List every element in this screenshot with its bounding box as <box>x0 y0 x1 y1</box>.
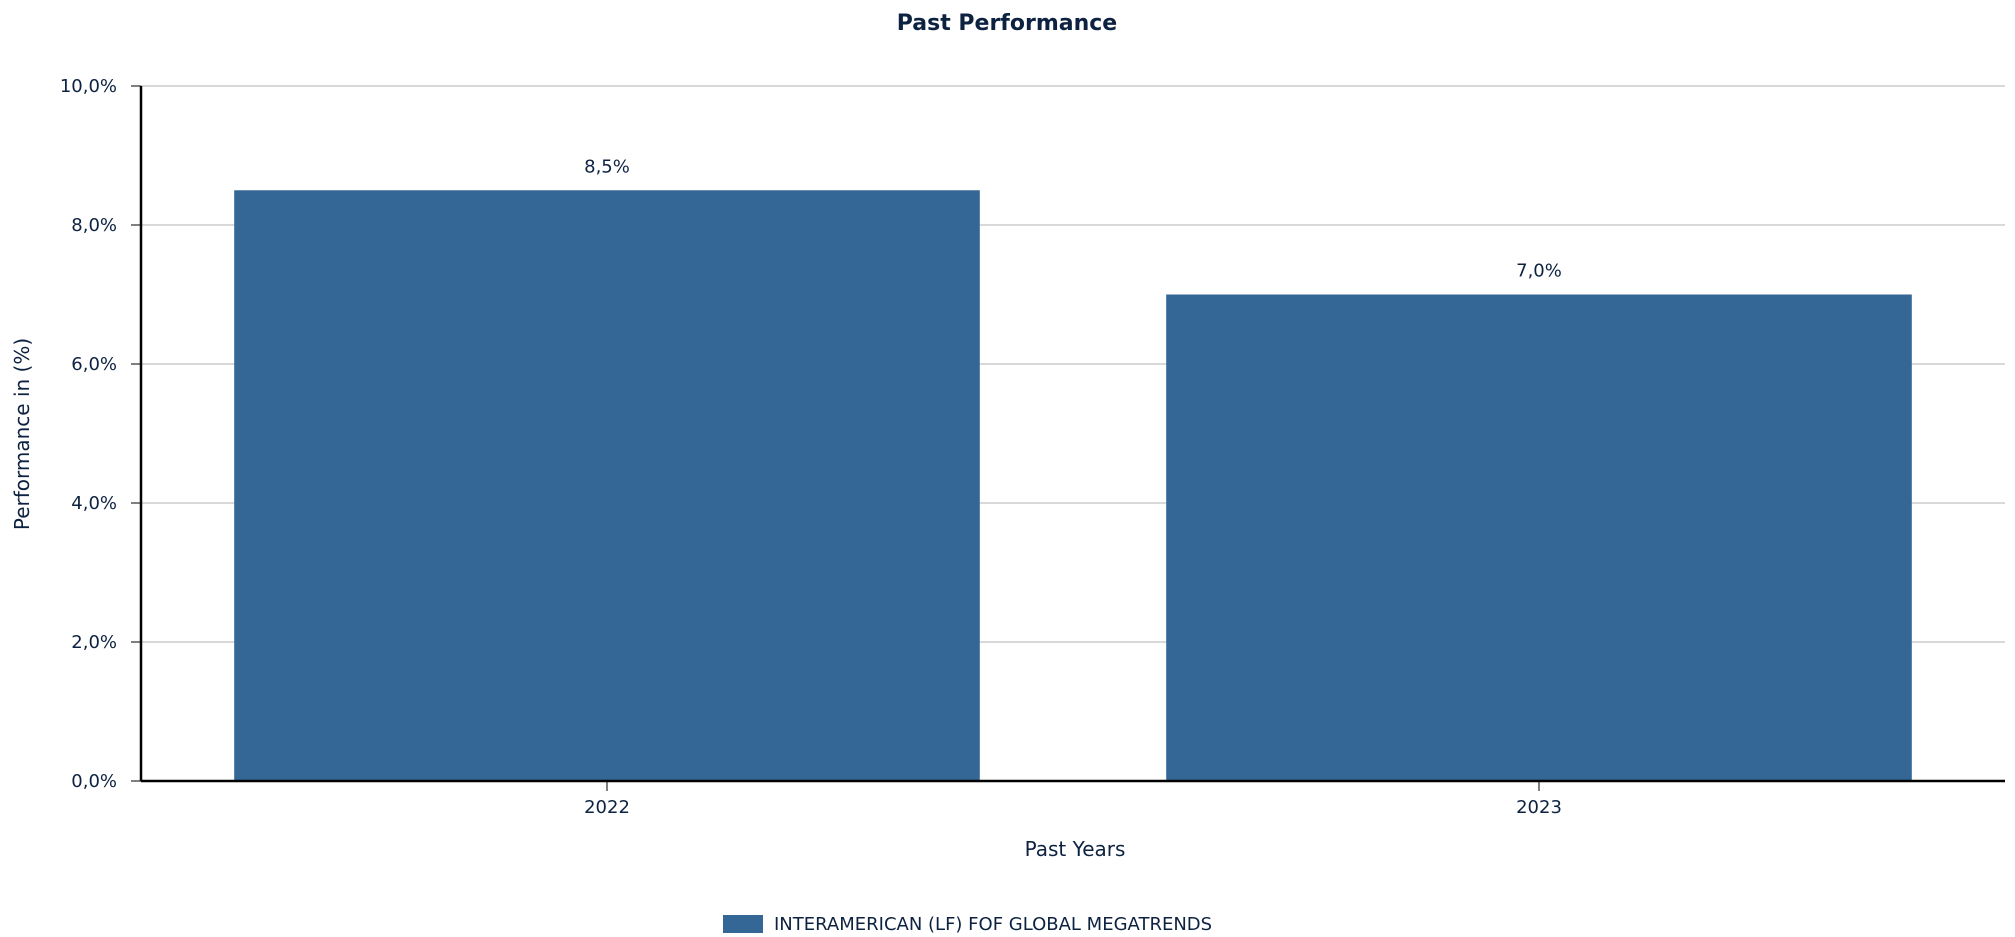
y-tick-label: 0,0% <box>71 771 117 792</box>
x-tick-label: 2023 <box>1516 797 1562 818</box>
bar-2022[interactable] <box>234 190 980 781</box>
y-axis-title: Performance in (%) <box>10 338 34 530</box>
y-tick-label: 10,0% <box>60 76 117 97</box>
y-tick-label: 4,0% <box>71 493 117 514</box>
x-tick-label: 2022 <box>584 797 630 818</box>
y-tick-label: 6,0% <box>71 354 117 375</box>
data-label: 8,5% <box>584 156 630 177</box>
labels: 0,0% 2,0% 4,0% 6,0% 8,0% 10,0% 8,5% 2022 7,0% 202… <box>60 76 1562 818</box>
legend-swatch[interactable] <box>723 915 763 933</box>
y-tick-label: 8,0% <box>71 215 117 236</box>
axes <box>131 85 2005 791</box>
bar-2023[interactable] <box>1166 294 1912 782</box>
chart-title: Past Performance <box>897 11 1117 36</box>
y-tick-label: 2,0% <box>71 632 117 653</box>
bars <box>234 190 1912 781</box>
data-label: 7,0% <box>1516 261 1562 282</box>
legend-label[interactable]: INTERAMERICAN (LF) FOF GLOBAL MEGATRENDS <box>774 914 1212 935</box>
x-axis-title: Past Years <box>1025 837 1126 861</box>
legend[interactable]: INTERAMERICAN (LF) FOF GLOBAL MEGATRENDS <box>723 914 1212 935</box>
